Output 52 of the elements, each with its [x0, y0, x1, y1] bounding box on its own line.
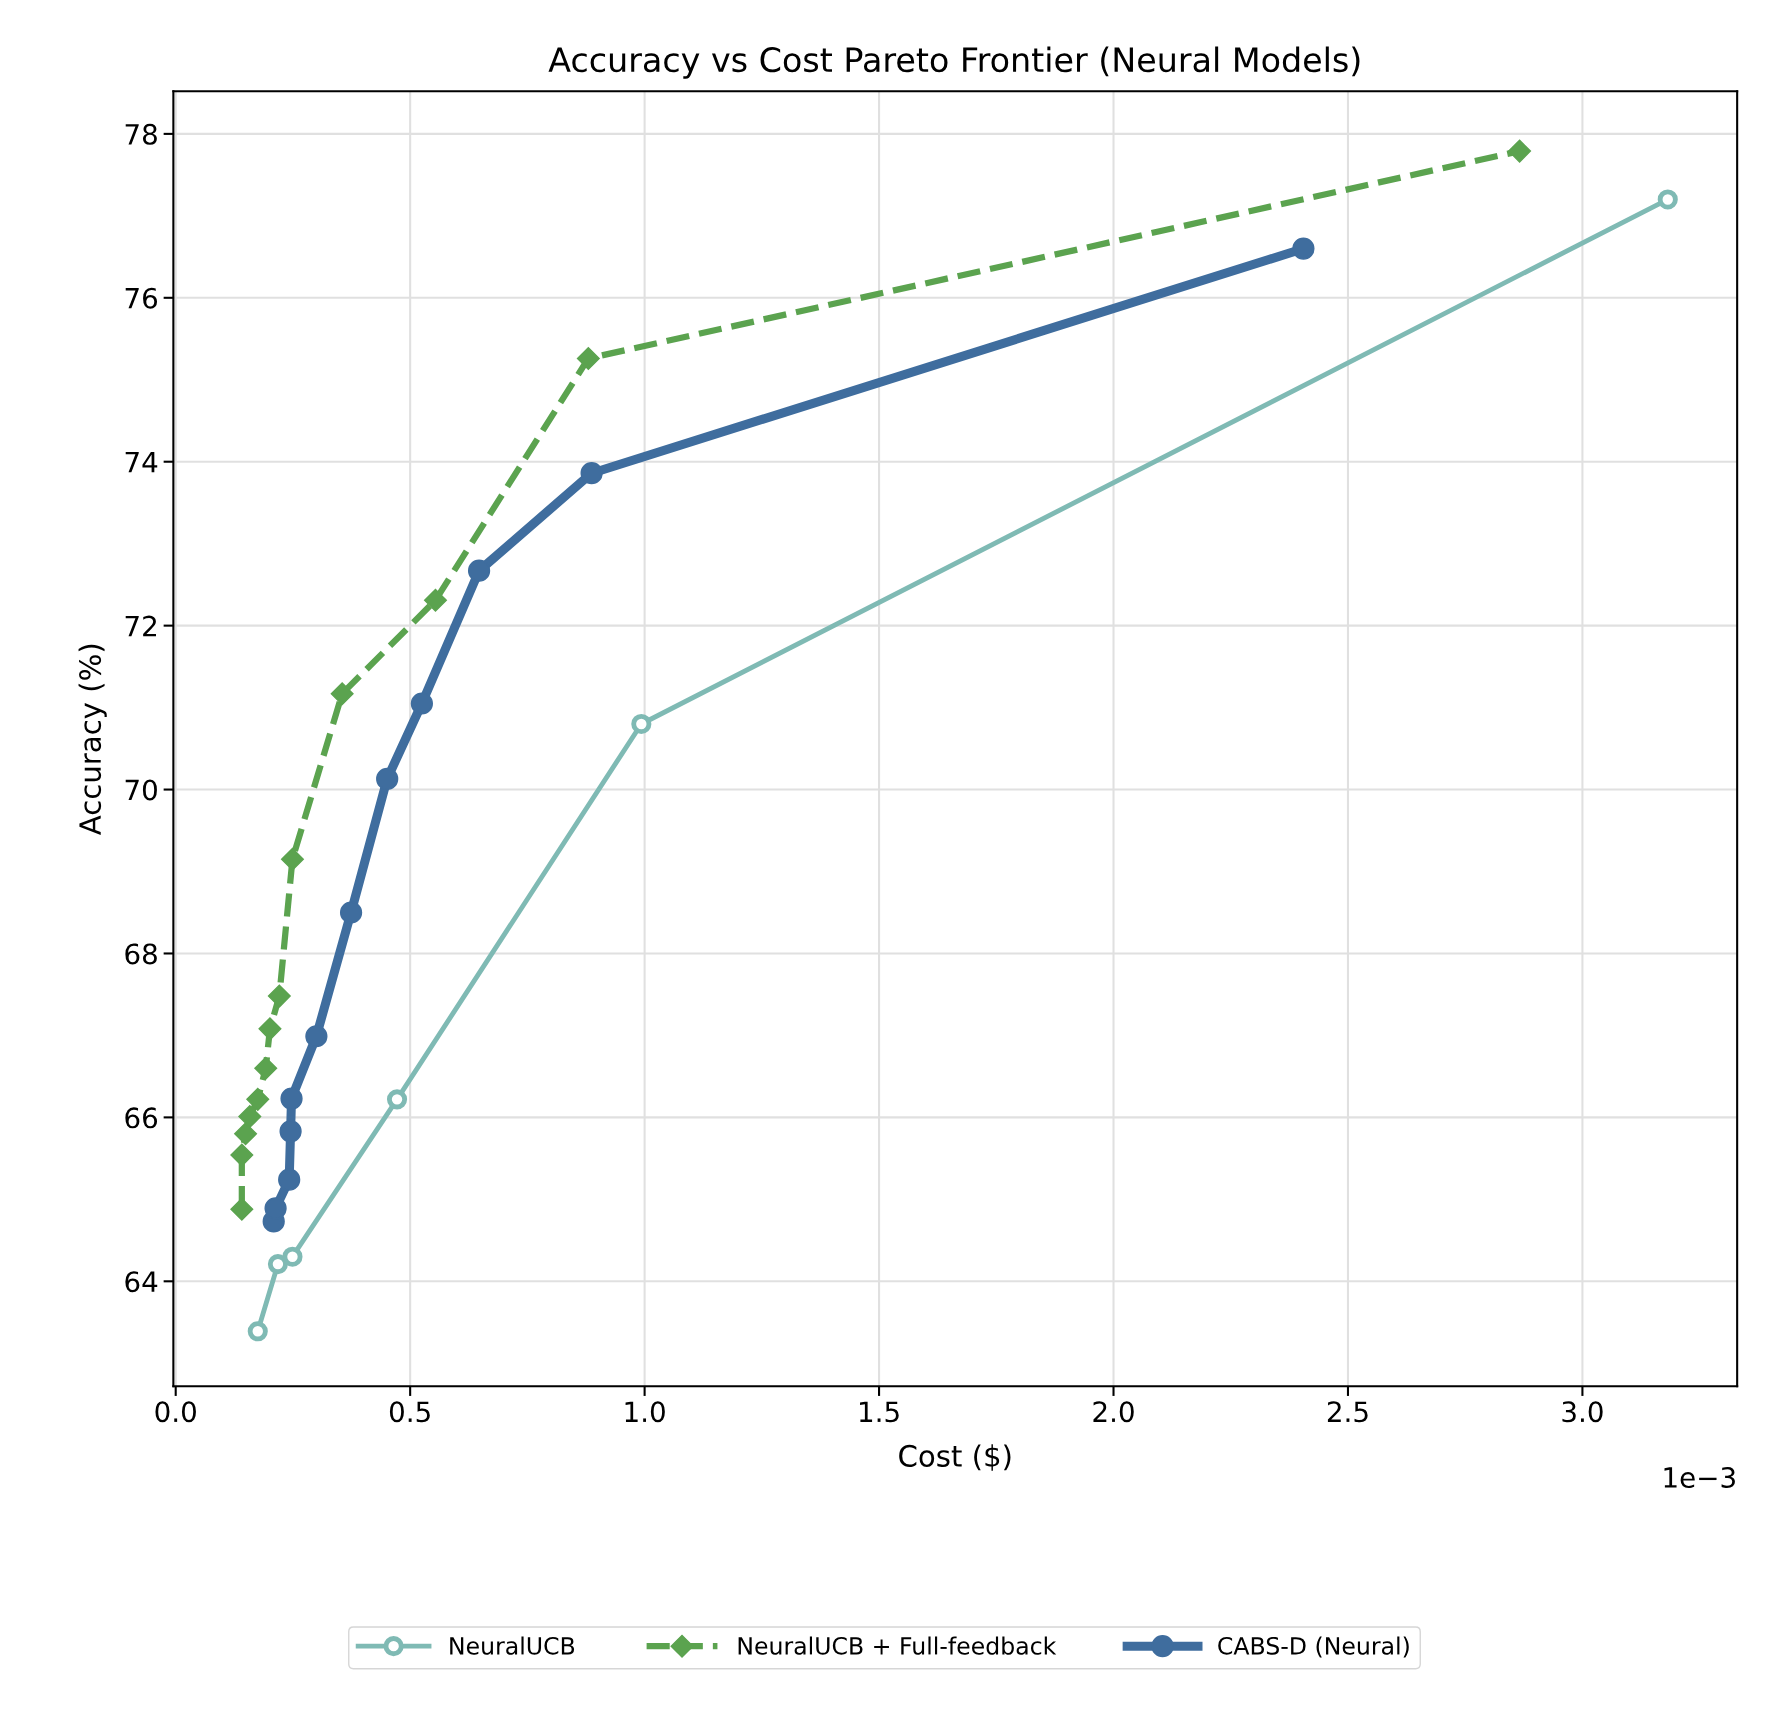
x-tick-label: 2.5 — [1327, 1401, 1368, 1423]
point — [254, 1056, 278, 1080]
y-axis-title: Accuracy (%) — [78, 644, 107, 835]
y-tick-label: 78 — [125, 123, 157, 145]
legend-label: CABS-D (Neural) — [1218, 1636, 1409, 1658]
point — [234, 1122, 258, 1146]
point — [238, 1105, 262, 1129]
y-tick-label: 70 — [125, 779, 157, 801]
point — [246, 1087, 270, 1111]
point — [264, 1197, 287, 1220]
point — [376, 767, 399, 791]
point — [258, 1017, 282, 1041]
point — [247, 1321, 268, 1342]
legend-label: NeuralUCB + Full-feedback — [738, 1636, 1057, 1655]
text: 1e−3 — [1664, 1466, 1735, 1488]
point — [280, 847, 304, 871]
point — [576, 346, 600, 370]
point — [267, 984, 291, 1008]
point — [305, 1025, 328, 1048]
point — [467, 559, 491, 582]
point — [1292, 237, 1315, 260]
y-tick-label: 66 — [125, 1107, 158, 1129]
point — [339, 901, 363, 924]
point — [580, 462, 603, 485]
x-tick-label: 0.5 — [389, 1401, 430, 1423]
legend-label: NeuralUCB — [450, 1636, 575, 1655]
x-axis-title: Cost ($) — [899, 1444, 1011, 1471]
point — [330, 682, 354, 706]
chart-title: Accuracy vs Cost Pareto Frontier (Neural Models) — [548, 46, 1360, 79]
point — [386, 1089, 408, 1110]
point — [282, 1246, 303, 1267]
point — [410, 692, 433, 715]
x-tick-label: 2.0 — [1093, 1401, 1134, 1423]
point — [279, 1120, 302, 1143]
y-tick-label: 68 — [125, 943, 157, 965]
y-tick-label: 72 — [125, 615, 156, 637]
point — [267, 1254, 288, 1275]
point — [1657, 189, 1678, 210]
y-tick-label: 76 — [125, 287, 158, 309]
x-tick-label: 1.0 — [625, 1401, 665, 1423]
x-tick-label: 0.0 — [155, 1401, 196, 1423]
point — [278, 1168, 301, 1191]
x-tick-label: 3.0 — [1562, 1401, 1603, 1423]
point — [423, 588, 447, 612]
point — [1508, 139, 1532, 163]
point — [280, 1087, 303, 1110]
point — [230, 1197, 254, 1221]
x-tick-label: 1.5 — [860, 1401, 899, 1423]
point — [631, 713, 652, 735]
y-tick-label: 74 — [125, 452, 158, 473]
point — [230, 1143, 254, 1167]
y-tick-label: 64 — [125, 1271, 158, 1293]
